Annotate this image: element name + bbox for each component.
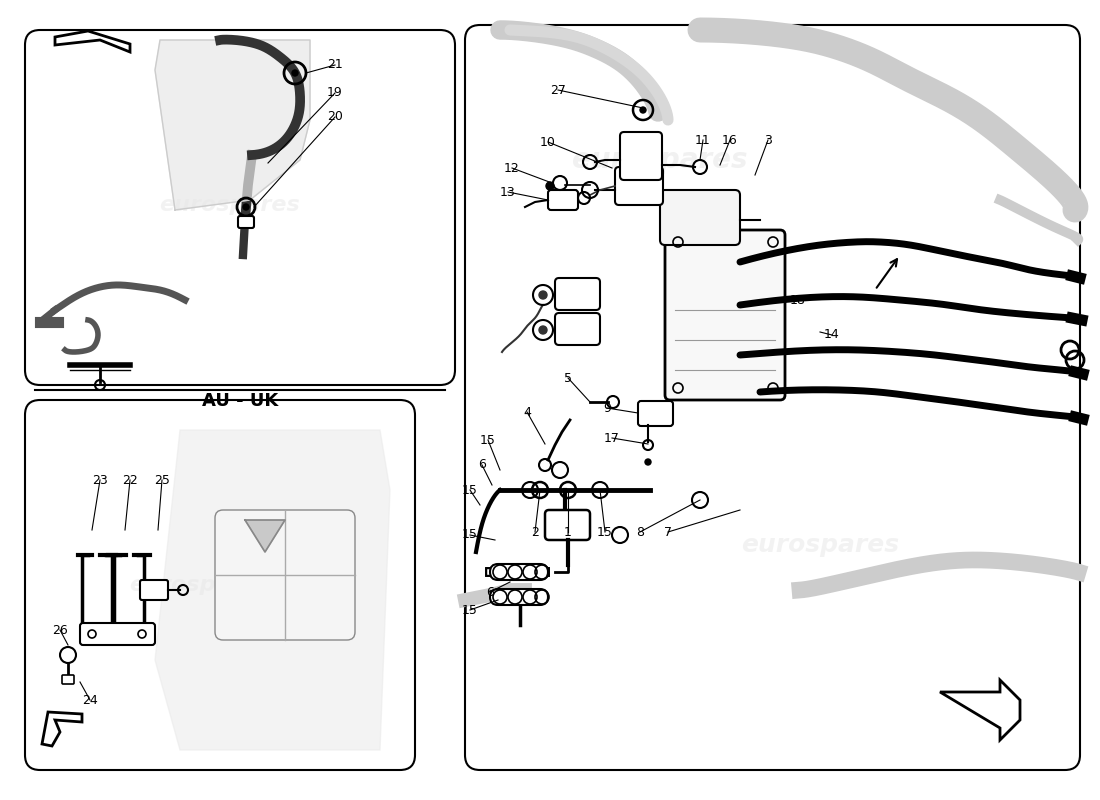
Text: eurospares: eurospares [741,533,899,557]
Text: 15: 15 [462,483,477,497]
Text: 26: 26 [52,623,68,637]
FancyBboxPatch shape [556,313,600,345]
FancyBboxPatch shape [556,278,600,310]
FancyBboxPatch shape [465,25,1080,770]
Polygon shape [155,40,310,210]
Text: 14: 14 [824,329,840,342]
FancyBboxPatch shape [638,401,673,426]
FancyBboxPatch shape [238,216,254,228]
Text: 27: 27 [550,83,565,97]
Polygon shape [940,680,1020,740]
Text: 1: 1 [564,526,572,538]
Text: 15: 15 [480,434,496,446]
FancyBboxPatch shape [214,510,355,640]
Circle shape [243,204,249,210]
Circle shape [546,182,554,190]
FancyBboxPatch shape [490,564,548,580]
Text: 12: 12 [504,162,520,174]
Text: 6: 6 [478,458,486,471]
Text: 15: 15 [597,526,613,538]
Text: 3: 3 [764,134,772,146]
Text: 4: 4 [524,406,531,418]
FancyBboxPatch shape [620,132,662,180]
Polygon shape [155,430,390,750]
FancyBboxPatch shape [490,589,548,605]
Circle shape [645,459,651,465]
Text: 16: 16 [722,134,738,146]
FancyBboxPatch shape [25,30,455,385]
Text: 23: 23 [92,474,108,486]
FancyBboxPatch shape [660,190,740,245]
Circle shape [292,70,298,76]
Polygon shape [42,712,82,746]
FancyBboxPatch shape [140,580,168,600]
Text: 9: 9 [603,402,611,414]
Text: 22: 22 [122,474,138,486]
Text: 17: 17 [604,431,620,445]
Polygon shape [55,31,130,52]
FancyBboxPatch shape [62,675,74,684]
Text: AU - UK: AU - UK [202,392,278,410]
Text: eurospares: eurospares [572,146,748,174]
Circle shape [539,291,547,299]
Text: 8: 8 [636,526,644,538]
FancyBboxPatch shape [548,190,578,210]
FancyBboxPatch shape [544,510,590,540]
Text: 20: 20 [327,110,343,123]
FancyBboxPatch shape [25,400,415,770]
Text: eurospares: eurospares [130,575,271,595]
Text: 19: 19 [327,86,343,99]
Text: 13: 13 [500,186,516,198]
Text: 18: 18 [790,294,806,306]
Text: 15: 15 [462,529,477,542]
FancyBboxPatch shape [80,623,155,645]
FancyBboxPatch shape [666,230,785,400]
Text: 5: 5 [564,371,572,385]
Text: 10: 10 [540,135,556,149]
Text: 11: 11 [695,134,711,146]
Text: eurospares: eurospares [160,195,300,215]
Polygon shape [245,520,285,552]
Text: 7: 7 [664,526,672,538]
Text: 2: 2 [531,526,539,538]
FancyBboxPatch shape [615,167,663,205]
Text: 15: 15 [462,603,477,617]
Text: 25: 25 [154,474,169,486]
Circle shape [539,326,547,334]
Text: 6: 6 [486,586,494,598]
Text: 21: 21 [327,58,343,71]
Text: 24: 24 [82,694,98,706]
Circle shape [640,107,646,113]
